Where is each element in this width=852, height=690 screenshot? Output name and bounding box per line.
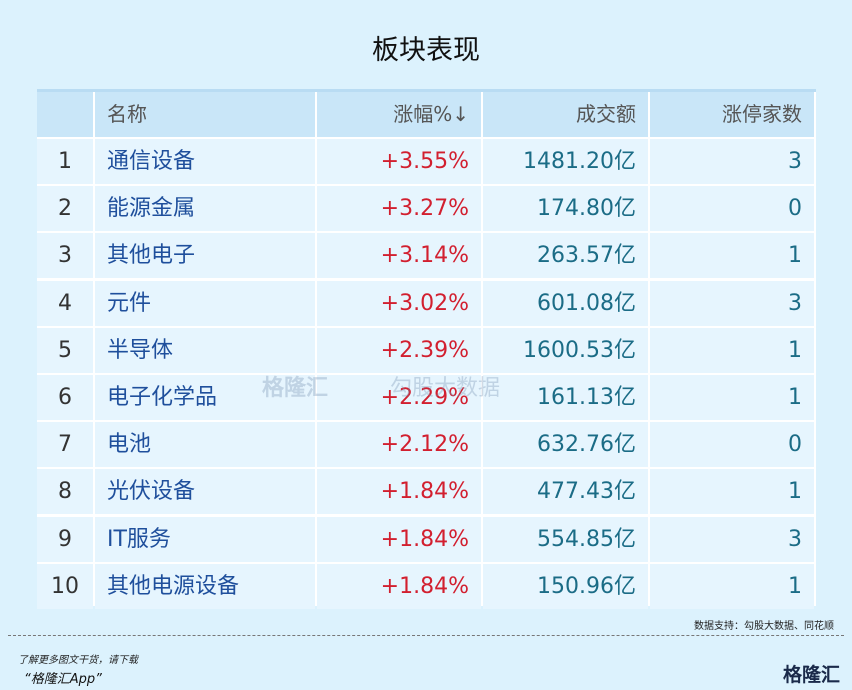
divider — [8, 635, 844, 636]
rank: 1 — [37, 139, 93, 184]
turnover: 601.08亿 — [483, 280, 648, 326]
app-name: “格隆汇App” — [24, 672, 102, 687]
watermark-brand: 格隆汇 — [262, 376, 329, 401]
column-header: 成交额 — [483, 92, 648, 137]
table: 名称 涨幅%↓ 成交额 涨停家数 1 通信设备 +3.55% 1481.20亿 3 2 能源金属 +3… — [37, 89, 816, 609]
limit-up-count: 0 — [650, 422, 814, 468]
rank: 6 — [37, 375, 93, 420]
sector-name: 通信设备 — [95, 139, 315, 184]
limit-up-count: 0 — [650, 186, 814, 232]
sector-name: 半导体 — [95, 327, 315, 373]
turnover: 150.96亿 — [483, 563, 648, 609]
sector-name: IT服务 — [95, 516, 315, 562]
turnover: 161.13亿 — [483, 375, 648, 420]
rank: 2 — [37, 186, 93, 232]
rank: 7 — [37, 422, 93, 468]
turnover: 632.76亿 — [483, 422, 648, 468]
sector-name: 能源金属 — [95, 186, 315, 232]
sector-name: 电池 — [95, 422, 315, 468]
turnover: 174.80亿 — [483, 186, 648, 232]
limit-up-count: 1 — [650, 469, 814, 515]
change: +3.27% — [317, 186, 481, 232]
logo: 格隆汇 — [782, 664, 840, 686]
sector-name: 元件 — [95, 280, 315, 326]
column-header: 涨幅%↓ — [317, 92, 481, 137]
limit-up-count: 1 — [650, 233, 814, 279]
limit-up-count: 1 — [650, 375, 814, 420]
change: +2.29% — [317, 375, 481, 420]
sector-name: 电子化学品 — [95, 375, 315, 420]
change: +1.84% — [317, 469, 481, 515]
rank: 9 — [37, 516, 93, 562]
limit-up-count: 3 — [650, 280, 814, 326]
limit-up-count: 3 — [650, 139, 814, 184]
rank: 10 — [37, 563, 93, 609]
turnover: 263.57亿 — [483, 233, 648, 279]
turnover: 1600.53亿 — [483, 327, 648, 373]
rank: 8 — [37, 469, 93, 515]
change: +3.55% — [317, 139, 481, 184]
watermark-source: 勾股大数据 — [390, 376, 501, 401]
sector-name: 其他电源设备 — [95, 563, 315, 609]
change: +1.84% — [317, 516, 481, 562]
turnover: 1481.20亿 — [483, 139, 648, 184]
limit-up-count: 1 — [650, 563, 814, 609]
sector-name: 光伏设备 — [95, 469, 315, 515]
change: +3.14% — [317, 233, 481, 279]
turnover: 477.43亿 — [483, 469, 648, 515]
promo-text: 了解更多图文干货，请下载 — [18, 655, 138, 666]
change: +2.12% — [317, 422, 481, 468]
sector-name: 其他电子 — [95, 233, 315, 279]
change: +1.84% — [317, 563, 481, 609]
rank: 3 — [37, 233, 93, 279]
data-source: 数据支持：勾股大数据、同花顺 — [694, 621, 834, 632]
column-header: 涨停家数 — [650, 92, 814, 137]
turnover: 554.85亿 — [483, 516, 648, 562]
header-cell — [37, 92, 93, 137]
rank: 5 — [37, 327, 93, 373]
limit-up-count: 1 — [650, 327, 814, 373]
rank: 4 — [37, 280, 93, 326]
limit-up-count: 3 — [650, 516, 814, 562]
change: +2.39% — [317, 327, 481, 373]
change: +3.02% — [317, 280, 481, 326]
column-header: 名称 — [95, 92, 315, 137]
title: 板块表现 — [372, 35, 480, 66]
